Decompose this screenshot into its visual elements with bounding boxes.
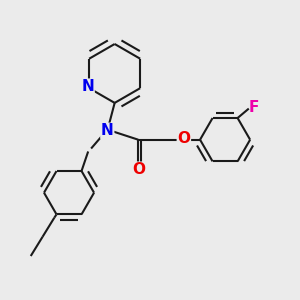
Text: F: F (249, 100, 259, 115)
Text: N: N (101, 123, 114, 138)
Text: O: O (177, 131, 190, 146)
Text: N: N (81, 79, 94, 94)
Text: O: O (133, 162, 146, 177)
